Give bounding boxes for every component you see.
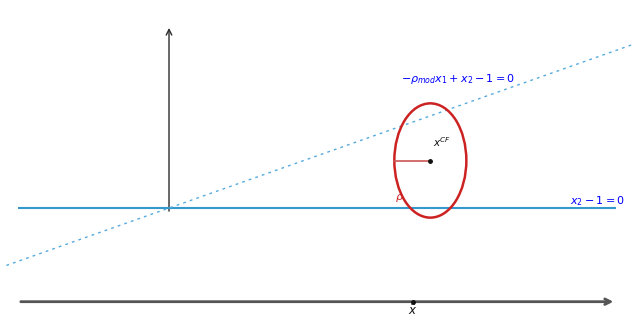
Text: $x^{CF}$: $x^{CF}$: [433, 135, 451, 149]
Text: $\rho$: $\rho$: [396, 193, 404, 204]
Text: $x_2 - 1 = 0$: $x_2 - 1 = 0$: [570, 195, 625, 208]
Text: $\hat{x}$: $\hat{x}$: [408, 302, 417, 318]
Text: $-\rho_{mod}x_1 + x_2 - 1 = 0$: $-\rho_{mod}x_1 + x_2 - 1 = 0$: [401, 72, 515, 86]
